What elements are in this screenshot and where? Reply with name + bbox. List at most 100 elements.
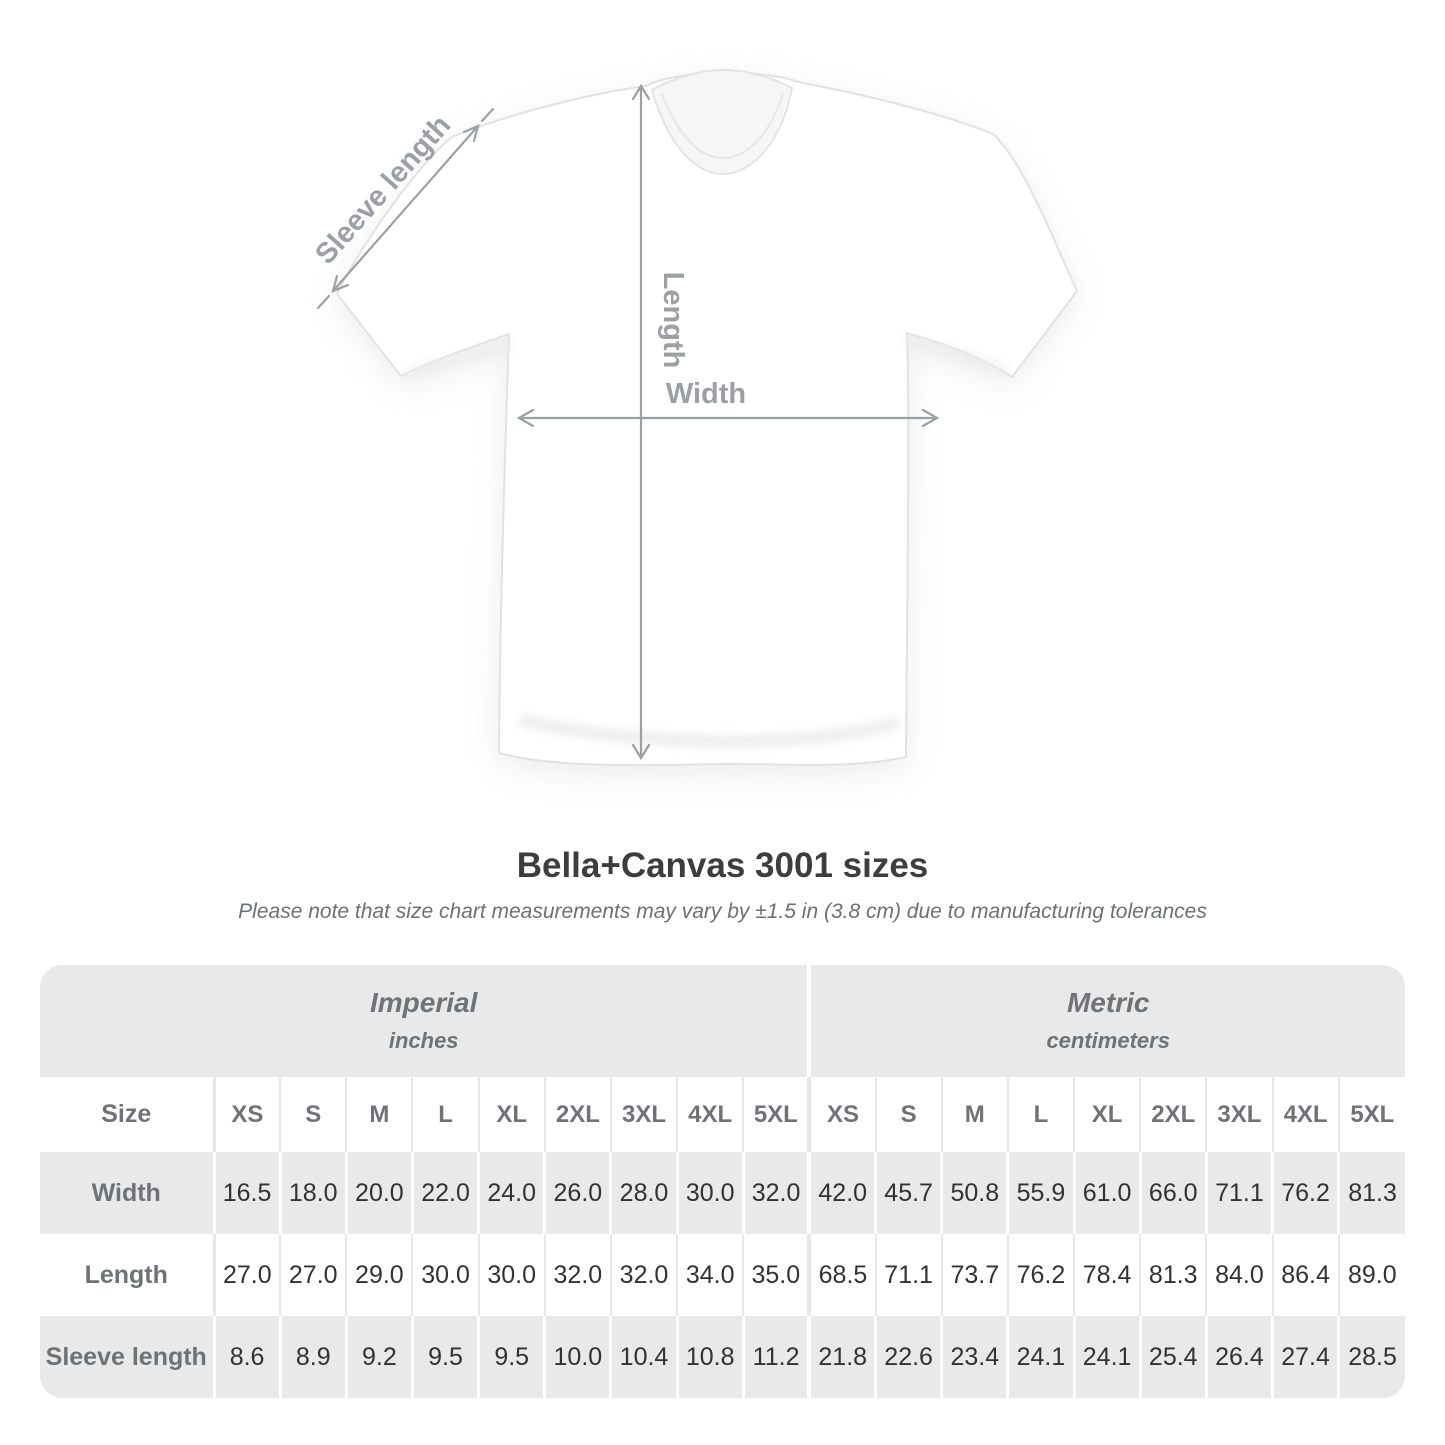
cell: 71.1	[1204, 1152, 1273, 1234]
cell: 22.6	[874, 1316, 942, 1398]
size-header: 4XL	[676, 1077, 744, 1152]
tshirt-shading	[405, 336, 1009, 747]
size-header: M	[345, 1077, 413, 1152]
size-header: XS	[807, 1077, 876, 1152]
size-header: 3XL	[609, 1077, 678, 1152]
cell: 81.3	[1337, 1152, 1405, 1234]
cell: 76.2	[1270, 1152, 1339, 1234]
cell: 30.0	[675, 1152, 744, 1234]
table-row-width: Width 16.5 18.0 20.0 22.0 24.0 26.0 28.0…	[40, 1152, 1405, 1234]
width-arrow	[516, 408, 940, 428]
size-header: L	[1006, 1077, 1075, 1152]
cell: 42.0	[807, 1152, 876, 1234]
cell: 28.0	[609, 1152, 678, 1234]
width-label: Width	[666, 378, 746, 410]
heading-block: Bella+Canvas 3001 sizes Please note that…	[0, 846, 1445, 924]
tshirt-measurement-diagram: Sleeve length Length Width	[309, 68, 1078, 767]
cell: 24.0	[477, 1152, 545, 1234]
cell: 68.5	[807, 1234, 876, 1316]
size-header: 2XL	[543, 1077, 611, 1152]
cell: 24.1	[1072, 1316, 1141, 1398]
cell: 10.8	[675, 1316, 744, 1398]
cell: 89.0	[1337, 1234, 1405, 1316]
cell: 50.8	[940, 1152, 1008, 1234]
cell: 27.4	[1270, 1316, 1339, 1398]
length-arrow	[631, 83, 651, 761]
size-header: M	[940, 1077, 1008, 1152]
size-header: 3XL	[1205, 1077, 1273, 1152]
cell: 28.5	[1337, 1316, 1405, 1398]
length-label: Length	[657, 272, 689, 369]
cell: 78.4	[1073, 1234, 1141, 1316]
cell: 24.1	[1006, 1316, 1075, 1398]
size-header: 4XL	[1271, 1077, 1339, 1152]
size-header: L	[411, 1077, 479, 1152]
cell: 25.4	[1138, 1316, 1207, 1398]
cell: 66.0	[1138, 1152, 1207, 1234]
size-header: S	[279, 1077, 347, 1152]
size-header: XL	[1073, 1077, 1141, 1152]
cell: 30.0	[411, 1234, 479, 1316]
metric-group-unit: centimeters	[1046, 1027, 1170, 1053]
size-header: XL	[477, 1077, 545, 1152]
size-column-label: Size	[40, 1077, 214, 1152]
cell: 35.0	[742, 1234, 810, 1316]
cell: 71.1	[874, 1234, 942, 1316]
cell: 32.0	[741, 1152, 810, 1234]
row-label-sleeve-length: Sleeve length	[40, 1316, 214, 1398]
tolerance-note: Please note that size chart measurements…	[238, 900, 1207, 923]
cell: 73.7	[940, 1234, 1008, 1316]
cell: 23.4	[940, 1316, 1008, 1398]
sleeve-length-arrow	[316, 107, 495, 310]
imperial-group-unit: inches	[388, 1027, 459, 1053]
cell: 29.0	[345, 1234, 413, 1316]
cell: 26.0	[543, 1152, 611, 1234]
row-label-width: Width	[40, 1152, 214, 1234]
cell: 10.0	[543, 1316, 611, 1398]
cell: 9.5	[477, 1316, 545, 1398]
cell: 84.0	[1205, 1234, 1273, 1316]
cell: 81.3	[1139, 1234, 1207, 1316]
size-header: 2XL	[1139, 1077, 1207, 1152]
size-header: S	[874, 1077, 942, 1152]
cell: 45.7	[874, 1152, 942, 1234]
imperial-group-title: Imperial	[370, 987, 478, 1019]
cell: 16.5	[212, 1152, 281, 1234]
tshirt-collar	[650, 68, 794, 176]
cell: 27.0	[212, 1234, 281, 1316]
cell: 21.8	[807, 1316, 876, 1398]
cell: 55.9	[1006, 1152, 1075, 1234]
size-header: 5XL	[742, 1077, 810, 1152]
metric-group-header: Metric centimeters	[807, 965, 1405, 1077]
cell: 32.0	[543, 1234, 611, 1316]
size-header: XS	[212, 1077, 281, 1152]
cell: 76.2	[1006, 1234, 1075, 1316]
unit-group-header-row: Imperial inches Metric centimeters	[40, 965, 1405, 1077]
cell: 10.4	[609, 1316, 678, 1398]
cell: 34.0	[676, 1234, 744, 1316]
cell: 20.0	[344, 1152, 413, 1234]
size-header: 5XL	[1337, 1077, 1405, 1152]
row-label-length: Length	[40, 1234, 214, 1316]
cell: 8.9	[278, 1316, 347, 1398]
cell: 27.0	[279, 1234, 347, 1316]
cell: 30.0	[477, 1234, 545, 1316]
cell: 9.5	[410, 1316, 479, 1398]
cell: 9.2	[344, 1316, 413, 1398]
cell: 8.6	[212, 1316, 281, 1398]
size-chart-table: Imperial inches Metric centimeters Size …	[40, 965, 1405, 1398]
cell: 26.4	[1204, 1316, 1273, 1398]
size-header-row: Size XS S M L XL 2XL 3XL 4XL 5XL XS S M …	[40, 1077, 1405, 1152]
cell: 86.4	[1271, 1234, 1339, 1316]
imperial-group-header: Imperial inches	[40, 965, 810, 1077]
table-row-sleeve-length: Sleeve length 8.6 8.9 9.2 9.5 9.5 10.0 1…	[40, 1316, 1405, 1398]
cell: 18.0	[278, 1152, 347, 1234]
cell: 32.0	[609, 1234, 678, 1316]
cell: 11.2	[741, 1316, 810, 1398]
table-row-length: Length 27.0 27.0 29.0 30.0 30.0 32.0 32.…	[40, 1234, 1405, 1316]
cell: 61.0	[1072, 1152, 1141, 1234]
metric-group-title: Metric	[1066, 987, 1150, 1019]
tshirt-collar-rib	[661, 91, 784, 160]
cell: 22.0	[410, 1152, 479, 1234]
page-title: Bella+Canvas 3001 sizes	[516, 846, 929, 885]
